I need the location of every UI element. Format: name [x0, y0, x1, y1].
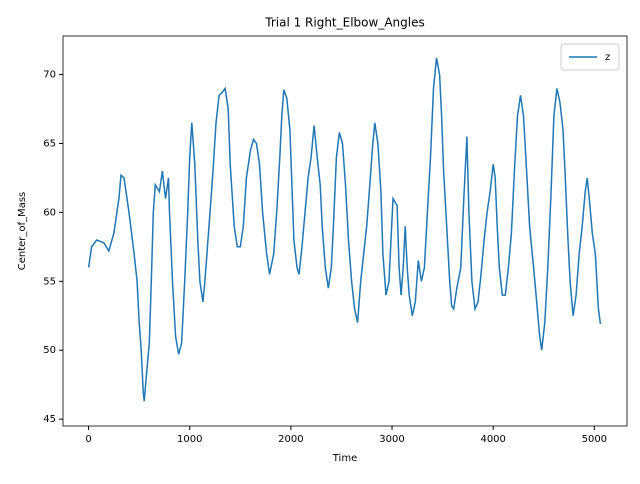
x-tick-label: 4000 [480, 434, 505, 445]
y-axis-label: Center_of_Mass [17, 192, 28, 270]
y-tick-label: 70 [43, 70, 56, 81]
data-line [87, 57, 602, 402]
x-tick-label: 0 [85, 434, 91, 445]
x-tick-label: 3000 [379, 434, 404, 445]
x-tick-label: 2000 [278, 434, 303, 445]
chart-title: Trial 1 Right_Elbow_Angles [264, 16, 424, 30]
x-axis-label: Time [332, 453, 357, 464]
plot-frame [62, 35, 628, 427]
y-tick-label: 60 [43, 207, 56, 218]
legend-label: z [605, 52, 610, 63]
y-tick-label: 45 [43, 414, 56, 425]
y-tick-label: 65 [43, 138, 56, 149]
y-tick-label: 55 [43, 276, 56, 287]
x-tick-label: 1000 [177, 434, 202, 445]
y-tick-label: 50 [43, 345, 56, 356]
x-tick-label: 5000 [582, 434, 607, 445]
